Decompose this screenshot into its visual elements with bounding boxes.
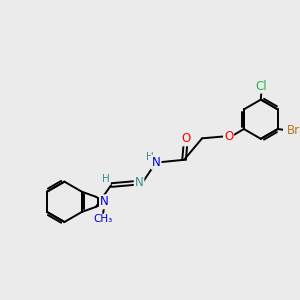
Text: CH₃: CH₃ [93, 214, 112, 224]
Text: H: H [102, 174, 110, 184]
Text: N: N [135, 176, 143, 189]
Text: N: N [100, 195, 109, 208]
Text: Cl: Cl [256, 80, 267, 93]
Text: H: H [146, 152, 154, 162]
Text: Br: Br [287, 124, 300, 137]
Text: O: O [181, 132, 190, 146]
Text: O: O [224, 130, 233, 142]
Text: N: N [152, 156, 161, 169]
